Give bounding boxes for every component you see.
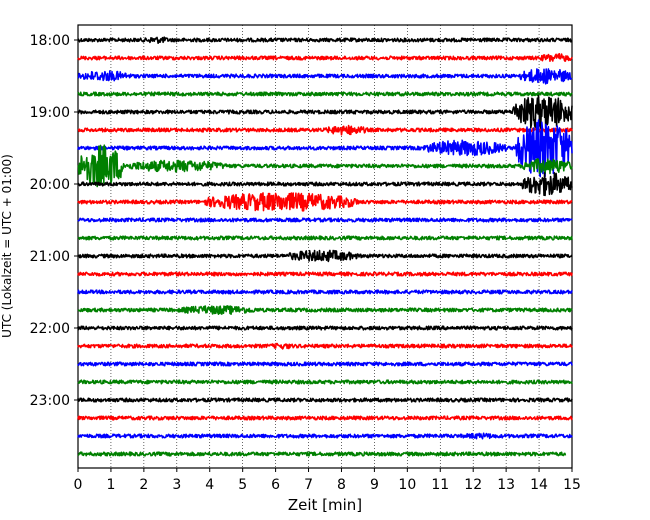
y-tick-label: 18:00 [30, 33, 70, 49]
x-tick-label: 0 [74, 477, 83, 493]
trace-line [77, 305, 573, 315]
x-axis-ticks: 0 1 2 3 4 5 6 7 8 9 10 11 12 13 14 15 [74, 468, 581, 493]
y-tick-label: 23:00 [30, 393, 70, 409]
trace-line [77, 124, 573, 136]
trace-line [77, 68, 573, 85]
trace-line [77, 144, 573, 188]
trace-line [77, 249, 573, 263]
trace-line [77, 36, 573, 44]
trace-line [77, 289, 573, 295]
trace-line [77, 172, 573, 197]
x-tick-label: 1 [106, 477, 115, 493]
x-tick-label: 6 [271, 477, 280, 493]
x-tick-label: 15 [563, 477, 581, 493]
x-tick-label: 11 [431, 477, 449, 493]
y-tick-label: 22:00 [30, 321, 70, 337]
trace-line [77, 379, 573, 385]
x-tick-label: 13 [497, 477, 515, 493]
x-tick-label: 8 [337, 477, 346, 493]
trace-line [77, 271, 573, 277]
trace-line [77, 451, 567, 457]
x-grid [110, 25, 540, 468]
trace-line [77, 192, 573, 212]
x-tick-label: 5 [238, 477, 247, 493]
trace-line [77, 361, 573, 367]
trace-line [77, 325, 573, 331]
trace-line [77, 91, 573, 97]
trace-line [77, 53, 573, 62]
y-tick-label: 21:00 [30, 249, 70, 265]
x-tick-label: 12 [464, 477, 482, 493]
x-tick-label: 2 [139, 477, 148, 493]
y-axis-label: UTC (Lokalzeit = UTC + 01:00) [0, 154, 14, 338]
trace-line [77, 94, 573, 130]
x-tick-label: 14 [530, 477, 548, 493]
trace-line [77, 415, 573, 421]
x-axis-label: Zeit [min] [288, 496, 362, 514]
x-tick-label: 9 [370, 477, 379, 493]
trace-line [77, 342, 573, 350]
trace-line [77, 217, 573, 223]
trace-line [77, 397, 573, 403]
y-axis-ticks: 18:00 19:00 20:00 21:00 22:00 23:00 [30, 33, 78, 409]
trace-line [77, 432, 573, 440]
x-tick-label: 7 [304, 477, 313, 493]
x-tick-label: 4 [205, 477, 214, 493]
trace-line [77, 119, 573, 178]
x-tick-label: 3 [172, 477, 181, 493]
plot-frame [77, 24, 573, 469]
x-tick-label: 10 [398, 477, 416, 493]
y-tick-label: 20:00 [30, 177, 70, 193]
trace-line [77, 235, 573, 241]
traces [77, 36, 573, 457]
y-tick-label: 19:00 [30, 105, 70, 121]
